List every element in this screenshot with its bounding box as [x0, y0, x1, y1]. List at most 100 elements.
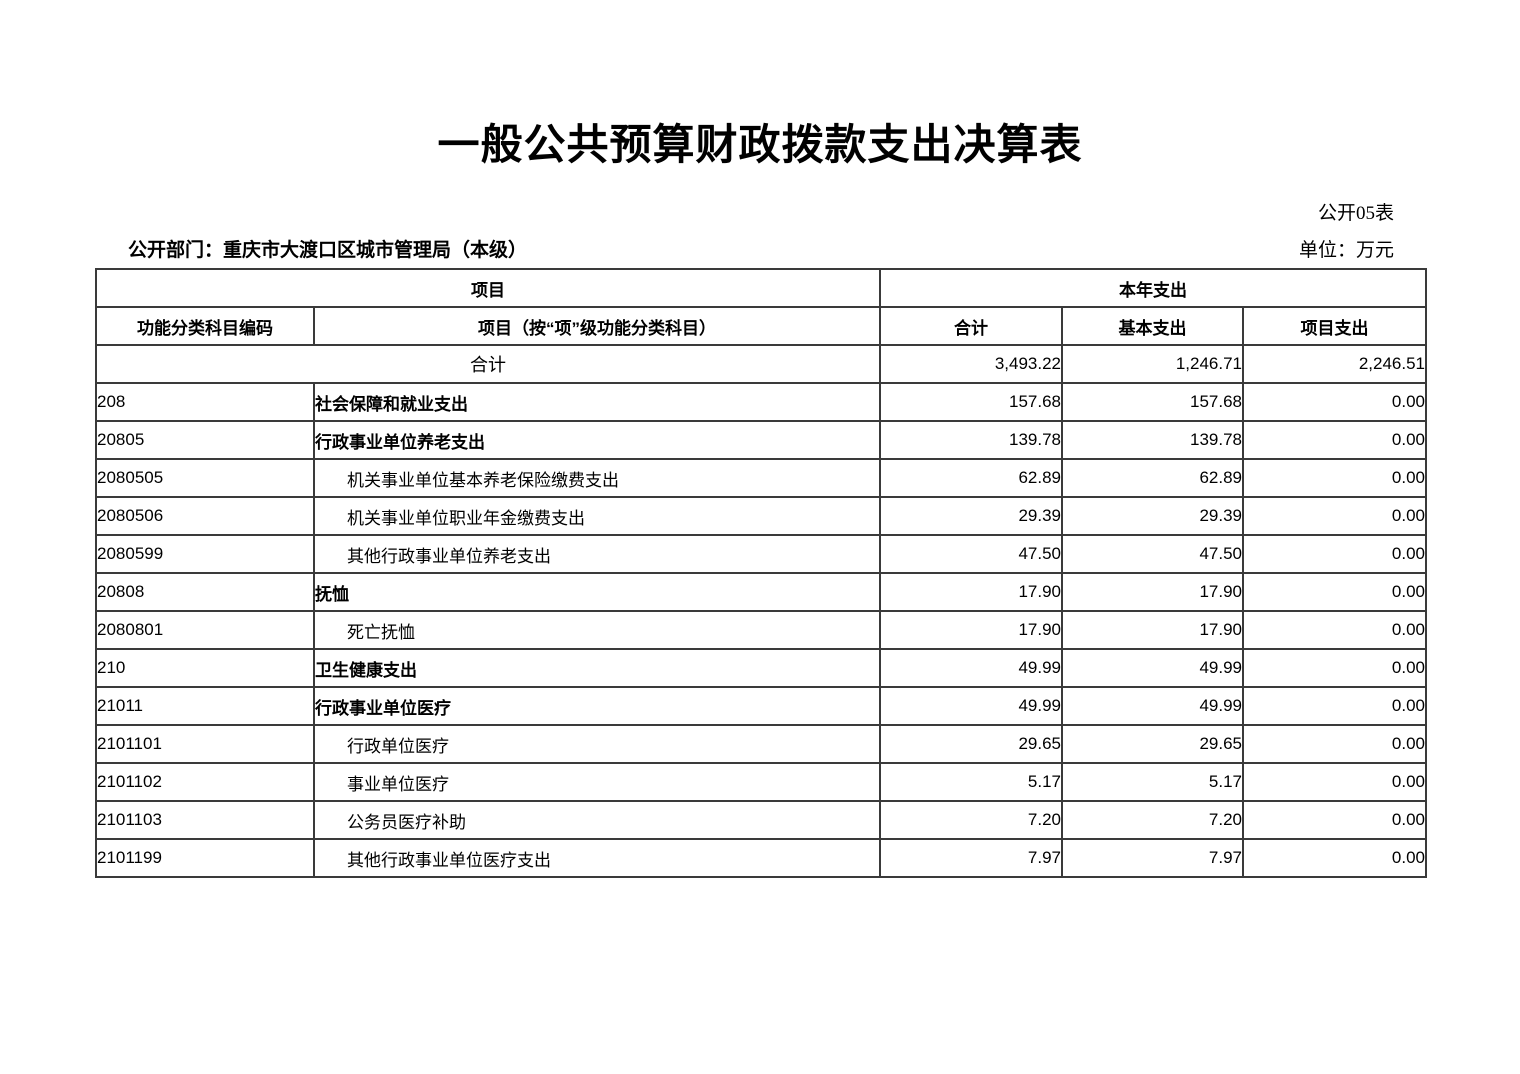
table-row: 2080505 机关事业单位基本养老保险缴费支出 62.89 62.89 0.0…	[95, 458, 1428, 499]
row-project-cell: 0.00	[1241, 648, 1428, 689]
row-name-cell: 其他行政事业单位养老支出	[313, 534, 881, 575]
row-basic-cell: 5.17	[1061, 762, 1244, 803]
row-code-cell: 2080506	[95, 496, 315, 537]
row-basic-cell: 7.97	[1061, 838, 1244, 879]
row-project-cell: 0.00	[1241, 458, 1428, 499]
table-row: 208 社会保障和就业支出 157.68 157.68 0.00	[95, 382, 1428, 423]
row-project-cell: 0.00	[1241, 686, 1428, 727]
row-code-cell: 2080599	[95, 534, 315, 575]
row-code-cell: 2101103	[95, 800, 315, 841]
grand-total-total: 3,493.22	[879, 344, 1063, 385]
row-basic-cell: 17.90	[1061, 610, 1244, 651]
row-project-cell: 0.00	[1241, 382, 1428, 423]
row-name-cell: 行政单位医疗	[313, 724, 881, 765]
header-col-basic: 基本支出	[1061, 306, 1244, 347]
row-basic-cell: 157.68	[1061, 382, 1244, 423]
grand-total-label: 合计	[95, 344, 881, 385]
unit-label: 单位：万元	[1298, 240, 1394, 262]
row-name-cell: 抚恤	[313, 572, 881, 613]
header-columns-row: 功能分类科目编码 项目（按“项”级功能分类科目） 合计 基本支出 项目支出	[95, 306, 1428, 347]
row-code-cell: 2080801	[95, 610, 315, 651]
table-header: 项目 本年支出 功能分类科目编码 项目（按“项”级功能分类科目） 合计 基本支出…	[95, 268, 1428, 347]
row-name-cell: 机关事业单位基本养老保险缴费支出	[313, 458, 881, 499]
row-project-cell: 0.00	[1241, 496, 1428, 537]
row-name-cell: 行政事业单位医疗	[313, 686, 881, 727]
page-title: 一般公共预算财政拨款支出决算表	[437, 121, 1083, 168]
row-basic-cell: 49.99	[1061, 686, 1244, 727]
row-basic-cell: 62.89	[1061, 458, 1244, 499]
row-total-cell: 29.39	[879, 496, 1063, 537]
table-row: 2080506 机关事业单位职业年金缴费支出 29.39 29.39 0.00	[95, 496, 1428, 537]
row-project-cell: 0.00	[1241, 724, 1428, 765]
row-code-cell: 208	[95, 382, 315, 423]
header-col-total: 合计	[879, 306, 1063, 347]
row-name-cell: 机关事业单位职业年金缴费支出	[313, 496, 881, 537]
table-row: 2101101 行政单位医疗 29.65 29.65 0.00	[95, 724, 1428, 765]
row-total-cell: 5.17	[879, 762, 1063, 803]
row-name-cell: 社会保障和就业支出	[313, 382, 881, 423]
row-name-cell: 公务员医疗补助	[313, 800, 881, 841]
row-basic-cell: 29.65	[1061, 724, 1244, 765]
row-total-cell: 157.68	[879, 382, 1063, 423]
row-name-cell: 死亡抚恤	[313, 610, 881, 651]
row-code-cell: 2101102	[95, 762, 315, 803]
row-basic-cell: 47.50	[1061, 534, 1244, 575]
row-basic-cell: 7.20	[1061, 800, 1244, 841]
table-code-label: 公开05表	[1317, 203, 1394, 225]
row-name-cell: 事业单位医疗	[313, 762, 881, 803]
row-total-cell: 49.99	[879, 648, 1063, 689]
row-name-cell: 其他行政事业单位医疗支出	[313, 838, 881, 879]
table-row: 20808 抚恤 17.90 17.90 0.00	[95, 572, 1428, 613]
header-group-row: 项目 本年支出	[95, 268, 1428, 309]
row-project-cell: 0.00	[1241, 534, 1428, 575]
header-col-project: 项目支出	[1241, 306, 1428, 347]
row-name-cell: 行政事业单位养老支出	[313, 420, 881, 461]
grand-total-project: 2,246.51	[1241, 344, 1428, 385]
grand-total-basic: 1,246.71	[1061, 344, 1244, 385]
table-row: 2080801 死亡抚恤 17.90 17.90 0.00	[95, 610, 1428, 651]
row-basic-cell: 139.78	[1061, 420, 1244, 461]
row-basic-cell: 29.39	[1061, 496, 1244, 537]
row-code-cell: 21011	[95, 686, 315, 727]
row-project-cell: 0.00	[1241, 572, 1428, 613]
row-code-cell: 2080505	[95, 458, 315, 499]
row-project-cell: 0.00	[1241, 610, 1428, 651]
header-col-item: 项目（按“项”级功能分类科目）	[313, 306, 881, 347]
row-total-cell: 29.65	[879, 724, 1063, 765]
header-group-item: 项目	[95, 268, 881, 309]
table-row: 2101103 公务员医疗补助 7.20 7.20 0.00	[95, 800, 1428, 841]
header-col-code: 功能分类科目编码	[95, 306, 315, 347]
table-body: 合计 3,493.22 1,246.71 2,246.51 208 社会保障和就…	[95, 344, 1428, 879]
row-code-cell: 210	[95, 648, 315, 689]
table-row: 20805 行政事业单位养老支出 139.78 139.78 0.00	[95, 420, 1428, 461]
row-project-cell: 0.00	[1241, 800, 1428, 841]
row-project-cell: 0.00	[1241, 420, 1428, 461]
table-row: 21011 行政事业单位医疗 49.99 49.99 0.00	[95, 686, 1428, 727]
row-code-cell: 2101101	[95, 724, 315, 765]
row-total-cell: 139.78	[879, 420, 1063, 461]
table-row: 2101199 其他行政事业单位医疗支出 7.97 7.97 0.00	[95, 838, 1428, 879]
row-code-cell: 2101199	[95, 838, 315, 879]
row-total-cell: 47.50	[879, 534, 1063, 575]
row-total-cell: 62.89	[879, 458, 1063, 499]
row-name-cell: 卫生健康支出	[313, 648, 881, 689]
row-total-cell: 17.90	[879, 572, 1063, 613]
department-label: 公开部门：重庆市大渡口区城市管理局（本级）	[128, 240, 528, 262]
grand-total-row: 合计 3,493.22 1,246.71 2,246.51	[95, 344, 1428, 385]
table-row: 2080599 其他行政事业单位养老支出 47.50 47.50 0.00	[95, 534, 1428, 575]
budget-table: 项目 本年支出 功能分类科目编码 项目（按“项”级功能分类科目） 合计 基本支出…	[95, 268, 1428, 879]
row-total-cell: 7.97	[879, 838, 1063, 879]
table-row: 2101102 事业单位医疗 5.17 5.17 0.00	[95, 762, 1428, 803]
row-project-cell: 0.00	[1241, 838, 1428, 879]
row-basic-cell: 49.99	[1061, 648, 1244, 689]
table-row: 210 卫生健康支出 49.99 49.99 0.00	[95, 648, 1428, 689]
row-project-cell: 0.00	[1241, 762, 1428, 803]
row-code-cell: 20805	[95, 420, 315, 461]
row-total-cell: 7.20	[879, 800, 1063, 841]
header-group-year: 本年支出	[878, 268, 1428, 309]
row-code-cell: 20808	[95, 572, 315, 613]
row-total-cell: 49.99	[879, 686, 1063, 727]
row-total-cell: 17.90	[879, 610, 1063, 651]
meta-line: 公开部门：重庆市大渡口区城市管理局（本级） 单位：万元	[0, 225, 1520, 268]
